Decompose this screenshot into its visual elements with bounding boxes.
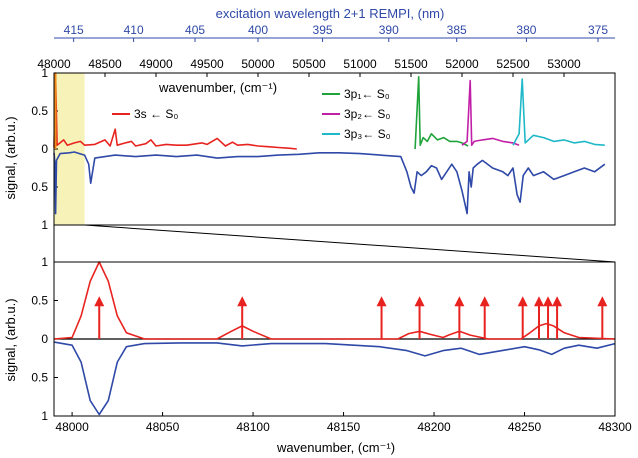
bottom-transition-arrowhead: [552, 296, 563, 307]
top-wavelength-tick-label: 390: [379, 23, 399, 37]
bottom-transition-arrowhead: [543, 296, 554, 307]
bottom-series-line-0: [53, 261, 616, 340]
bottom-transition-arrowhead: [94, 296, 105, 307]
bottom-x-tick-label: 48050: [146, 420, 180, 434]
bottom-plot-frame: [53, 261, 616, 417]
bottom-y-tick-label: 0.5: [31, 371, 48, 385]
bottom-transition-arrowhead: [414, 296, 425, 307]
top-axis-title: excitation wavelength 2+1 REMPI, (nm): [216, 6, 445, 21]
top-legend: 3s ← S₀ 3p₁← S₀ 3p₂← S₀ 3p₃← S₀: [112, 87, 391, 141]
top-y-tick-label: 1: [41, 66, 48, 80]
top-x-tick-label: 51500: [394, 57, 428, 71]
top-wavelength-tick-label: 380: [516, 23, 536, 37]
bottom-transition-arrowhead: [517, 296, 528, 307]
top-x-tick-label: 50500: [292, 57, 326, 71]
top-wavelength-tick-label: 395: [313, 23, 333, 37]
top-x-tick-label: 52500: [496, 57, 530, 71]
zoom-line-right: [84, 224, 616, 263]
bottom-series-line-1: [53, 341, 616, 416]
top-y-tick-label: 0: [41, 142, 48, 156]
top-y-tick-label: 0.5: [31, 104, 48, 118]
top-wavelength-tick-label: 375: [588, 23, 608, 37]
top-x-tick-label: 51000: [343, 57, 377, 71]
bottom-transition-arrowhead: [597, 296, 608, 307]
top-wavelength-tick-label: 415: [64, 23, 84, 37]
bottom-y-tick-label: 1: [41, 409, 48, 423]
top-wavelength-tick-label: 410: [124, 23, 144, 37]
top-panel: 48000 48500 49000 49500 50000 50500 51000 51500…: [3, 6, 616, 232]
top-plot-area: 48000 48500 49000 49500 50000 50500 51000 51500…: [31, 23, 615, 232]
bottom-transition-arrowhead: [479, 296, 490, 307]
top-wavelength-tick-label: 400: [248, 23, 268, 37]
top-series-line-3: [512, 78, 605, 146]
bottom-x-tick-label: 48300: [598, 420, 632, 434]
top-wavelength-tick-label: 385: [447, 23, 467, 37]
bottom-x-tick-label: 48100: [236, 420, 270, 434]
bottom-y-axis-title: signal, (arb.u.): [3, 298, 18, 381]
bottom-x-tick-label: 48150: [327, 420, 361, 434]
bottom-x-axis-title: wavenumber, (cm⁻¹): [276, 440, 395, 455]
top-x-tick-label: 49000: [139, 57, 173, 71]
bottom-x-tick-label: 48000: [55, 420, 89, 434]
top-series-line-0: [53, 72, 297, 150]
top-x-tick-label: 48500: [88, 57, 122, 71]
top-y-tick-label: 1: [41, 218, 48, 232]
top-legend-label: 3p₁← S₀: [344, 87, 390, 101]
bottom-plot-area: 48000 48050 48100 48150 48200 48250 48300 1 0.5 0…: [31, 255, 632, 434]
top-x-tick-label: 50000: [241, 57, 275, 71]
bottom-panel: 48000 48050 48100 48150 48200 48250 48300 1 0.5 0…: [3, 255, 632, 455]
bottom-transition-arrowhead: [237, 296, 248, 307]
bottom-y-tick-label: 0.5: [31, 294, 48, 308]
bottom-x-tick-label: 48200: [417, 420, 451, 434]
top-series-line-4: [53, 151, 606, 215]
bottom-transition-arrowhead: [533, 296, 544, 307]
top-x-tick-label: 49500: [190, 57, 224, 71]
top-legend-label: 3p₃← S₀: [344, 127, 391, 141]
top-plot-frame: [53, 72, 616, 226]
bottom-y-tick-label: 1: [41, 255, 48, 269]
top-x-tick-label: 52000: [445, 57, 479, 71]
bottom-transition-arrowhead: [376, 296, 387, 307]
bottom-y-tick-label: 0: [41, 332, 48, 346]
top-legend-label: 3s ← S₀: [134, 107, 178, 121]
zoom-connector-lines: [53, 224, 616, 263]
top-series-line-2: [461, 79, 520, 146]
top-series-line-1: [414, 76, 469, 150]
top-highlight-region: [54, 73, 85, 225]
top-y-axis-title: signal, (arb.u.): [3, 116, 18, 199]
top-x-tick-label: 53000: [547, 57, 581, 71]
top-wavelength-tick-label: 405: [185, 23, 205, 37]
bottom-transition-arrowhead: [454, 296, 465, 307]
top-x-tick-label: 48000: [37, 57, 71, 71]
top-x-axis-title: wavenumber, (cm⁻¹): [158, 80, 277, 95]
bottom-x-tick-label: 48250: [508, 420, 542, 434]
top-legend-label: 3p₂← S₀: [344, 107, 390, 121]
top-y-tick-label: 0.5: [31, 180, 48, 194]
